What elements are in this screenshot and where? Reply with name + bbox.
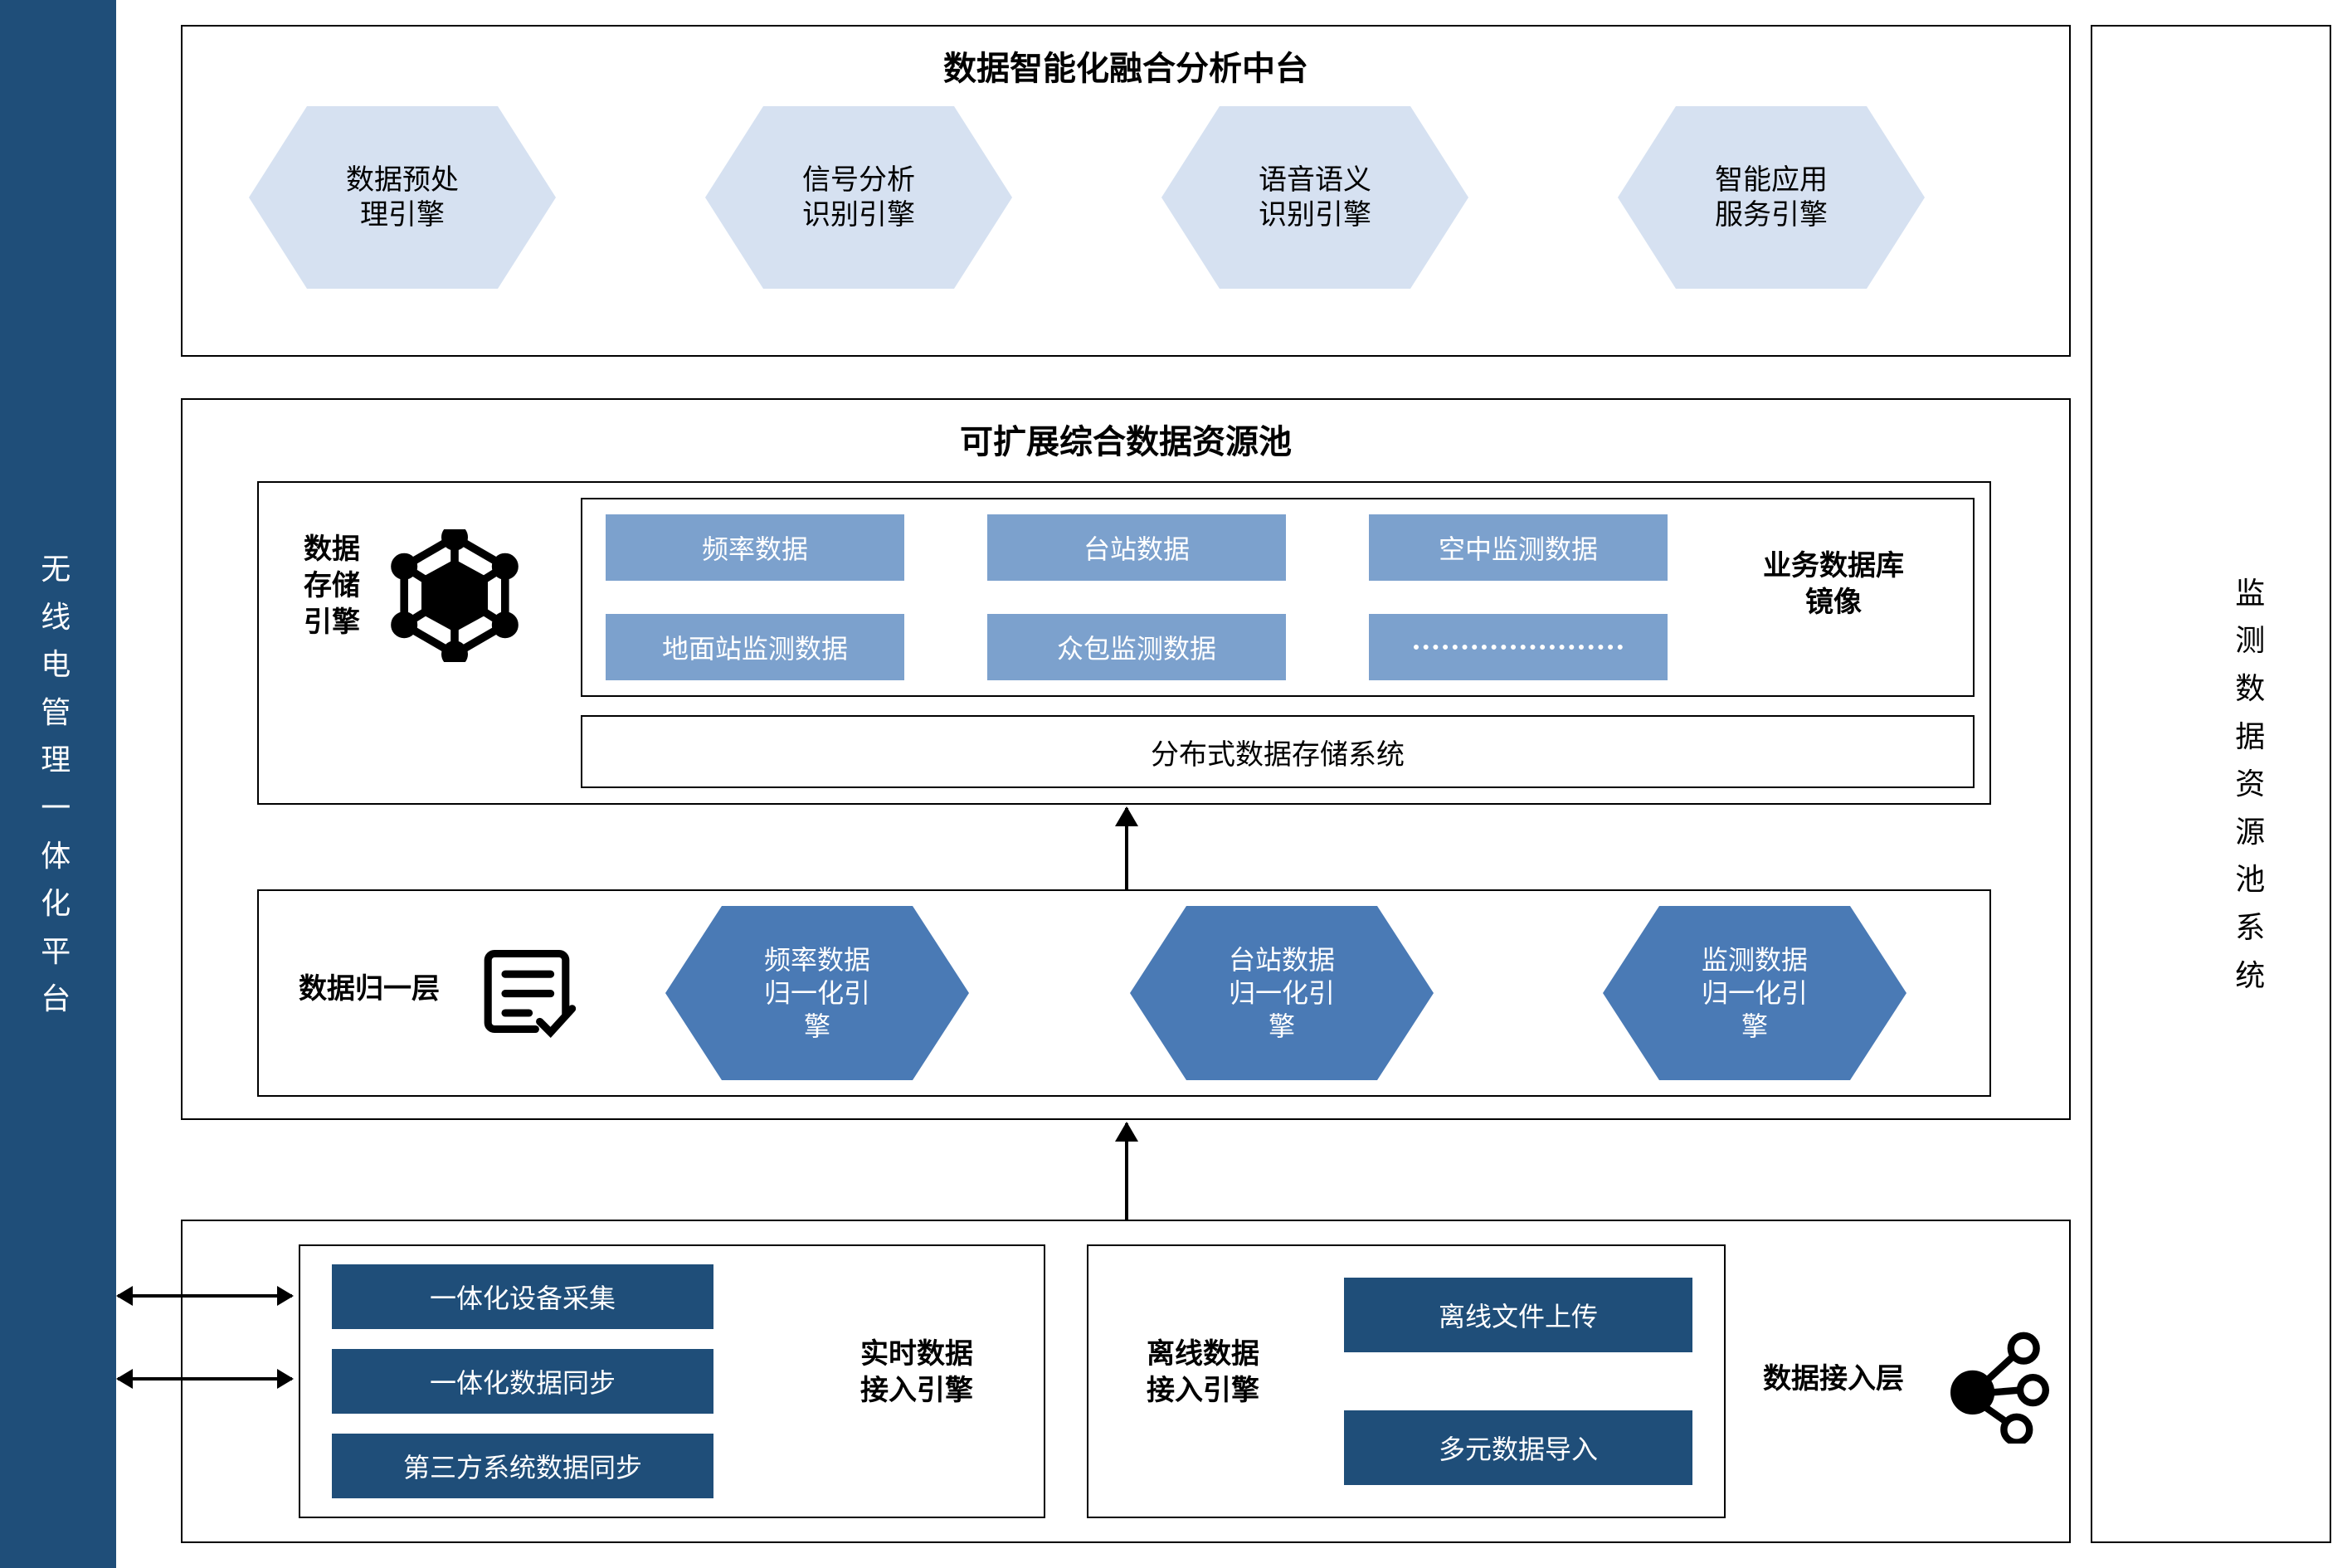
- off-item-1: 多元数据导入: [1344, 1410, 1692, 1485]
- checklist-icon: [473, 937, 581, 1045]
- rt-item-0: 一体化设备采集: [332, 1264, 713, 1329]
- harrow-1: [118, 1294, 292, 1298]
- chip-r2-1: 众包监测数据: [987, 614, 1286, 680]
- arrow-mid: [1125, 808, 1128, 889]
- distributed-label: 分布式数据存储系统: [1151, 732, 1405, 772]
- hex-norm-0: 频率数据 归一化引 擎: [722, 906, 913, 1080]
- hex-top-1-label: 信号分析 识别引擎: [802, 163, 915, 233]
- hex-top-3: 智能应用 服务引擎: [1676, 106, 1867, 289]
- off-item-0: 离线文件上传: [1344, 1278, 1692, 1352]
- hex-top-2: 语音语义 识别引擎: [1220, 106, 1410, 289]
- hex-norm-1: 台站数据 归一化引 擎: [1186, 906, 1377, 1080]
- storage-engine-label: 数据 存储 引擎: [282, 531, 382, 641]
- left-sidebar: 无 线 电 管 理 一 体 化 平 台: [0, 0, 116, 1568]
- hex-norm-2-label: 监测数据 归一化引 擎: [1702, 943, 1808, 1043]
- norm-layer-label: 数据归一层: [278, 971, 460, 1007]
- right-sidebar: 监 测 数 据 资 源 池 系 统: [2174, 25, 2331, 1543]
- hex-norm-2: 监测数据 归一化引 擎: [1659, 906, 1850, 1080]
- hex-top-0-label: 数据预处 理引擎: [346, 163, 459, 233]
- top-panel-title: 数据智能化融合分析中台: [183, 27, 2069, 98]
- chip-r2-2-dots: [1369, 614, 1668, 680]
- chip-r1-2: 空中监测数据: [1369, 514, 1668, 581]
- mid-panel-title: 可扩展综合数据资源池: [183, 400, 2069, 471]
- mirror-label: 业务数据库 镜像: [1709, 548, 1958, 621]
- storage-icon: [388, 529, 521, 662]
- chip-r2-0: 地面站监测数据: [606, 614, 904, 680]
- hex-top-0: 数据预处 理引擎: [307, 106, 498, 289]
- left-sidebar-label: 无 线 电 管 理 一 体 化 平 台: [41, 545, 75, 1023]
- hex-top-3-label: 智能应用 服务引擎: [1715, 163, 1828, 233]
- hex-norm-0-label: 频率数据 归一化引 擎: [764, 943, 870, 1043]
- chip-r1-1: 台站数据: [987, 514, 1286, 581]
- rt-item-1: 一体化数据同步: [332, 1349, 713, 1414]
- hex-top-1: 信号分析 识别引擎: [763, 106, 954, 289]
- hex-norm-1-label: 台站数据 归一化引 擎: [1229, 943, 1335, 1043]
- harrow-2: [118, 1377, 292, 1381]
- hex-top-2-label: 语音语义 识别引擎: [1259, 163, 1371, 233]
- right-sidebar-label: 监 测 数 据 资 源 池 系 统: [2235, 569, 2269, 999]
- access-layer-label: 数据接入层: [1742, 1361, 1925, 1397]
- rt-item-2: 第三方系统数据同步: [332, 1434, 713, 1498]
- arrow-bottom: [1125, 1123, 1128, 1220]
- distributed-box: 分布式数据存储系统: [581, 715, 1975, 788]
- rt-engine-label: 实时数据 接入引擎: [821, 1336, 1012, 1409]
- network-icon: [1933, 1327, 2049, 1444]
- offline-engine-label: 离线数据 接入引擎: [1112, 1336, 1294, 1409]
- chip-r1-0: 频率数据: [606, 514, 904, 581]
